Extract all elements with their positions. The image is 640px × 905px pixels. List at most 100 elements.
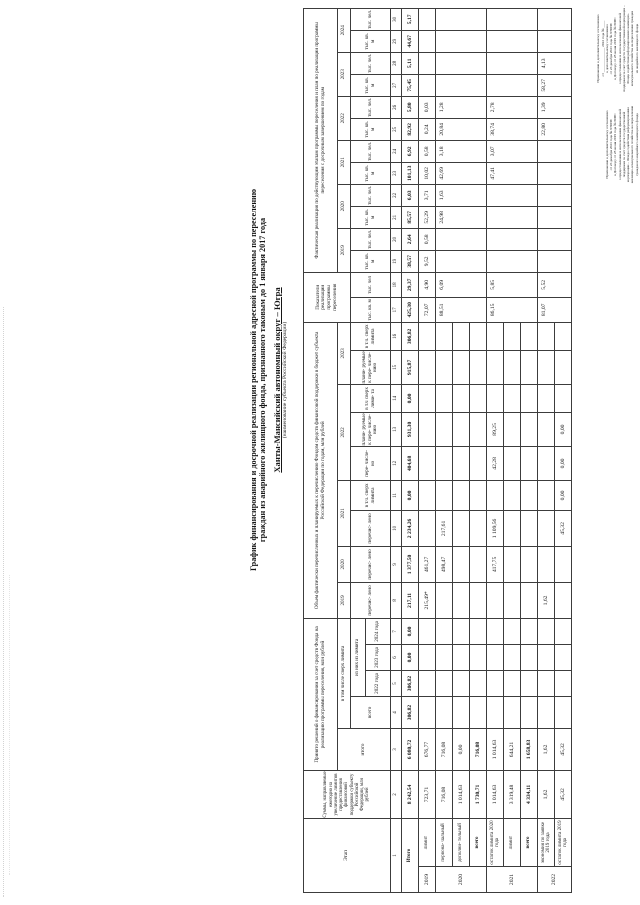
table-cell: 8 (390, 582, 402, 619)
table-cell (537, 480, 555, 511)
table-cell: 1 014,63 (452, 770, 470, 819)
group-header-realization: Фактическая реализация по действующим эт… (303, 8, 338, 273)
table-cell: 1 109,56 (486, 510, 504, 547)
table-cell (520, 322, 538, 351)
table-cell (486, 184, 538, 207)
table-cell: 2 234,26 (401, 510, 419, 547)
table-cell (452, 322, 470, 351)
table-cell (435, 8, 487, 31)
table-cell: лимит (418, 818, 436, 867)
table-cell (537, 546, 555, 583)
table-cell: 7 (390, 618, 402, 645)
table-cell: 0,00 (554, 412, 572, 447)
table-cell (537, 670, 555, 697)
table-cell (520, 618, 538, 645)
table-cell: 47,41 (486, 162, 538, 185)
table-cell: 2022 (537, 866, 572, 893)
table-cell (503, 446, 521, 481)
table-cell: 723,71 (418, 770, 436, 819)
table-cell (435, 696, 453, 729)
table-cell (537, 30, 572, 53)
table-body: 1 2 3 4 5 6 7 8 9 10 11 12 13 14 15 16 17 18 19 20 21 22 23 24 2… (390, 8, 572, 893)
table-cell: 26 (390, 96, 402, 119)
table-cell (503, 582, 521, 619)
table-cell: 45,32 (554, 770, 572, 819)
table-cell (469, 412, 487, 447)
table-cell: 27 (390, 74, 402, 97)
col-header-sums: Суммы, направляемые ежегодно на увеличен… (303, 770, 391, 819)
table-cell (435, 384, 453, 413)
table-cell: дополни- тельный (452, 818, 470, 867)
table-cell (435, 250, 487, 273)
table-cell: 20,84 (435, 118, 487, 141)
header-cell: тыс. кв. м (350, 162, 391, 185)
table-cell: 1 014,63 (486, 728, 504, 771)
header-row-years: итого в том числе сверх лимита 2019 2020 202… (337, 8, 391, 892)
table-cell (520, 510, 538, 547)
table-cell (418, 350, 436, 385)
group-header-indicators: Показатели реализации программы переселе… (303, 272, 351, 323)
table-cell (537, 8, 572, 31)
table-cell (554, 582, 572, 619)
table-cell: 1 (390, 818, 402, 893)
table-cell (520, 644, 538, 671)
table-cell: 4 (390, 696, 402, 729)
table-cell (520, 412, 538, 447)
table-cell: 1,62 (537, 770, 555, 819)
header-cell: 2022 года (365, 670, 391, 697)
table-cell: 1 730,71 (469, 770, 487, 819)
table-cell: 1 658,83 (520, 728, 538, 771)
header-cell: плани- руемые к пере- числе- нию (350, 412, 391, 447)
table-cell (503, 644, 521, 671)
table-cell: всего (520, 818, 538, 867)
header-cell: тыс. кв. м (350, 297, 391, 323)
table-cell: 5,85 (486, 272, 538, 298)
table-cell: 13 (390, 412, 402, 447)
table-cell: 0,00 (452, 728, 470, 771)
table-cell: 1 014,63 (486, 770, 504, 819)
table-cell: 2 (390, 770, 402, 819)
table-cell: 20 (390, 228, 402, 251)
table-cell: 217,61 (435, 510, 453, 547)
table-cell: 24 (390, 140, 402, 163)
annex-line: граждан из аварийного жилищного фонда (634, 113, 639, 176)
table-cell (469, 510, 487, 547)
header-cell: плани- руемые к пере- числе- нию (350, 350, 391, 385)
table-cell (554, 670, 572, 697)
table-cell: 5 (390, 670, 402, 697)
table-cell (537, 350, 555, 385)
table-cell (418, 322, 436, 351)
table-cell: 29,37 (401, 272, 419, 298)
table-cell: экономия по заявке 2019 года (537, 818, 555, 867)
header-cell: 2024 года (365, 618, 391, 645)
table-cell: 931,30 (401, 412, 419, 447)
table-cell (469, 546, 487, 583)
table-cell (418, 644, 436, 671)
table-cell: 217,11 (401, 582, 419, 619)
table-cell (486, 350, 504, 385)
table-cell: 6,03 (401, 184, 419, 207)
table-cell (503, 670, 521, 697)
annex-note-primary: Приложение к дополнительному соглашению о… (596, 4, 639, 93)
table-cell (418, 446, 436, 481)
table-cell: 6,09 (435, 272, 487, 298)
table-cell: 101,13 (401, 162, 419, 185)
header-cell: пере- числе- но (350, 446, 391, 481)
table-cell (469, 446, 487, 481)
header-cell: тыс. кв. м (350, 74, 391, 97)
table-cell (486, 30, 538, 53)
row-2020-pervonachalny: 2020 первона- чальный 716,08 716,08 498,47 21… (435, 8, 487, 893)
table-cell (435, 644, 453, 671)
table-cell: 1,62 (537, 582, 555, 619)
table-cell: 81,07 (537, 297, 572, 323)
header-cell: 2023 года (365, 644, 391, 671)
table-cell (503, 384, 521, 413)
col-header-etap: Этап (303, 818, 391, 893)
table-cell: 12 (390, 446, 402, 481)
table-cell (537, 322, 555, 351)
table-cell (554, 350, 572, 385)
table-cell (418, 384, 436, 413)
row-2021-ostatok: 2021 остаток лимита 2020 года 1 014,63 1 01… (486, 8, 538, 893)
header-cell: тыс. кв. м (350, 250, 391, 273)
